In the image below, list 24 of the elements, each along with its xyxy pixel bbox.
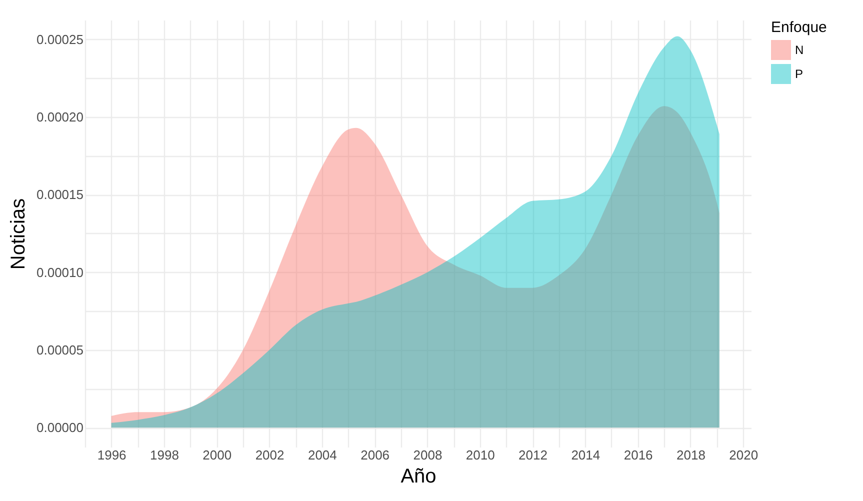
- legend-title: Enfoque: [771, 19, 827, 36]
- y-tick-label: 0.00025: [36, 32, 84, 47]
- x-tick-label: 2004: [308, 448, 337, 462]
- x-tick-label: 2010: [466, 448, 495, 462]
- y-tick-label: 0.00005: [36, 342, 84, 358]
- y-tick-label: 0.00020: [36, 110, 84, 125]
- x-tick-label: 2016: [624, 448, 653, 462]
- x-tick-label: 2020: [729, 448, 758, 462]
- x-tick-label: 2006: [360, 448, 390, 462]
- x-tick-label: 1996: [97, 448, 126, 462]
- x-tick-label: 2018: [676, 448, 706, 462]
- legend-label: N: [795, 43, 804, 57]
- x-axis-title: Año: [400, 466, 436, 488]
- y-axis-title: Noticias: [8, 198, 30, 270]
- x-tick-label: 1998: [150, 448, 179, 462]
- x-tick-label: 2000: [202, 448, 232, 462]
- legend-label: P: [795, 67, 804, 81]
- y-tick-label: 0.00015: [36, 187, 84, 202]
- x-tick-label: 2012: [518, 448, 548, 462]
- y-tick-label: 0.00000: [36, 420, 84, 436]
- y-tick-label: 0.00010: [36, 264, 84, 280]
- x-tick-label: 2014: [571, 448, 600, 462]
- x-tick-label: 2002: [255, 448, 284, 462]
- x-tick-label: 2008: [413, 448, 442, 462]
